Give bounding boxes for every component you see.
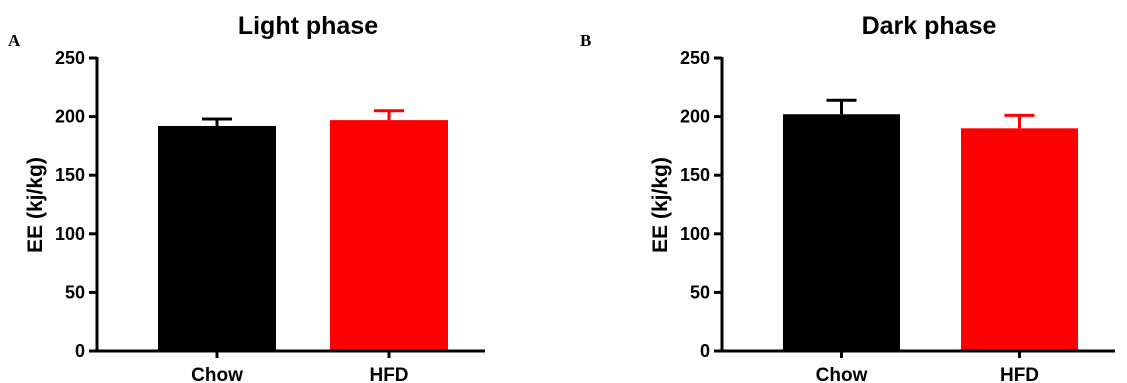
panel-a-bar-hfd bbox=[330, 120, 448, 351]
panel-b-y-tick-label: 250 bbox=[680, 48, 710, 68]
panel-a-y-tick-label: 0 bbox=[75, 341, 85, 361]
panel-a-y-tick-label: 50 bbox=[65, 282, 85, 302]
panel-b-title: Dark phase bbox=[862, 12, 997, 40]
panel-b-bars bbox=[783, 114, 1078, 351]
panel-a-title: Light phase bbox=[238, 12, 378, 40]
panel-a-y-tick-label: 150 bbox=[55, 165, 85, 185]
panel-b-category-label-chow: Chow bbox=[816, 365, 868, 383]
panel-b-y-tick-label: 50 bbox=[690, 282, 710, 302]
panel-a-chart: A Light phase EE (kj/kg) 0 50 100 150 200 250… bbox=[8, 12, 485, 383]
panel-a-error-bars bbox=[202, 109, 404, 126]
panel-b-bar-chow bbox=[783, 114, 900, 351]
panel-a-y-axis-label: EE (kj/kg) bbox=[24, 157, 47, 253]
panel-b-error-bars bbox=[826, 98, 1035, 129]
panel-a-letter: A bbox=[8, 31, 21, 50]
panel-b-y-tick-label: 0 bbox=[700, 341, 710, 361]
panel-b-axes bbox=[720, 57, 1115, 353]
panel-b-bar-hfd bbox=[961, 128, 1078, 351]
panel-b-y-axis-label: EE (kj/kg) bbox=[649, 157, 672, 253]
panel-a-y-tick-label: 100 bbox=[55, 224, 85, 244]
panel-b-y-tick-label: 200 bbox=[680, 107, 710, 127]
panel-a-category-label-chow: Chow bbox=[191, 365, 243, 383]
panel-a-y-ticks: 0 50 100 150 200 250 bbox=[55, 48, 97, 361]
panel-b-y-ticks: 0 50 100 150 200 250 bbox=[680, 48, 722, 361]
panel-a-y-tick-label: 200 bbox=[55, 107, 85, 127]
panel-a-y-tick-label: 250 bbox=[55, 48, 85, 68]
panel-b-category-labels: Chow HFD bbox=[816, 351, 1039, 383]
panel-b-chart: B Dark phase EE (kj/kg) 050100150200250 … bbox=[580, 12, 1115, 383]
panel-b-category-label-hfd: HFD bbox=[1000, 365, 1039, 383]
panel-a-bar-chow bbox=[158, 125, 276, 351]
panel-a-bars bbox=[158, 120, 448, 351]
panel-b-y-tick-label: 150 bbox=[680, 165, 710, 185]
panel-a-category-label-hfd: HFD bbox=[369, 365, 408, 383]
panel-b-y-tick-label: 100 bbox=[680, 224, 710, 244]
panel-a-axes bbox=[95, 57, 485, 353]
panel-a-category-labels: Chow HFD bbox=[191, 351, 409, 383]
panel-b-letter: B bbox=[580, 31, 591, 50]
